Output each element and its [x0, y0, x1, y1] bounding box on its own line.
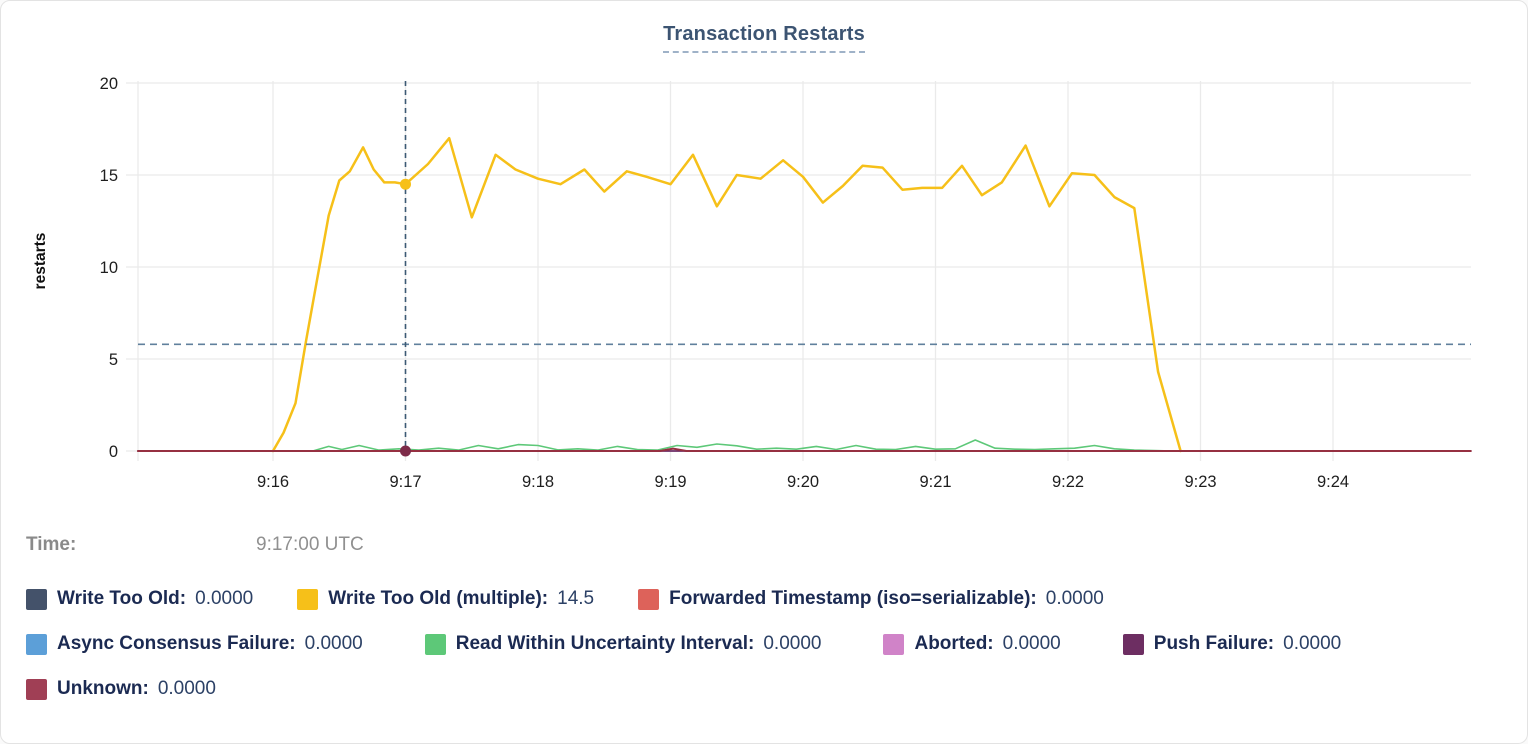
- legend-row: Write Too Old: 0.0000 Write Too Old (multi…: [26, 588, 1104, 610]
- legend-item-label: Unknown:: [57, 678, 149, 699]
- legend-item-value: 14.5: [557, 588, 595, 609]
- legend-swatch-icon: [883, 633, 905, 655]
- legend-item-value: 0.0000: [157, 678, 216, 699]
- chart-header: Transaction Restarts: [1, 23, 1527, 53]
- legend-item-value: 0.0000: [1283, 633, 1342, 654]
- legend-swatch-icon: [638, 588, 660, 610]
- y-tick-label: 10: [100, 259, 118, 277]
- legend-item[interactable]: Read Within Uncertainty Interval: 0.0000: [424, 633, 822, 655]
- y-tick-label: 0: [109, 443, 118, 461]
- series-line-unknown: [136, 447, 1472, 452]
- legend-item-value: 0.0000: [1045, 588, 1104, 609]
- hover-marker-dot: [400, 178, 411, 190]
- legend-item[interactable]: Write Too Old: 0.0000: [26, 588, 253, 610]
- legend-row: Async Consensus Failure: 0.0000 Read Withi…: [26, 633, 1341, 655]
- x-tick-label: 9:24: [1317, 473, 1349, 491]
- legend-item[interactable]: Unknown: 0.0000: [26, 678, 216, 700]
- series-line-read-within-uncertainty-interval: [311, 439, 1175, 452]
- legend-swatch-icon: [26, 633, 47, 655]
- legend-swatch-icon: [424, 633, 446, 655]
- series-line-write-too-old-multiple-: [271, 136, 1182, 453]
- x-tick-label: 9:20: [787, 473, 819, 491]
- legend-item-label: Async Consensus Failure:: [57, 633, 296, 654]
- legend-item-label: Forwarded Timestamp (iso=serializable):: [669, 588, 1037, 609]
- x-tick-label: 9:16: [257, 473, 289, 491]
- x-tick-label: 9:19: [654, 473, 686, 491]
- legend-swatch-icon: [297, 588, 319, 610]
- y-tick-label: 5: [109, 351, 118, 369]
- legend-item[interactable]: Async Consensus Failure: 0.0000: [26, 633, 363, 655]
- legend-item-value: 0.0000: [195, 588, 254, 609]
- legend-row: Unknown: 0.0000: [26, 678, 216, 700]
- x-tick-label: 9:21: [919, 473, 951, 491]
- legend-item-label: Push Failure:: [1153, 633, 1275, 654]
- legend-item-value: 0.0000: [304, 633, 363, 654]
- y-tick-label: 20: [100, 75, 118, 93]
- hover-marker-dot: [400, 445, 411, 457]
- y-tick-label: 15: [100, 167, 118, 185]
- legend-item-label: Write Too Old:: [57, 588, 187, 609]
- hover-time-row: Time: 9:17:00 UTC: [26, 534, 364, 556]
- legend-item-label: Aborted:: [914, 633, 994, 654]
- y-axis-title: restarts: [32, 233, 49, 290]
- chart-plot-area[interactable]: 0 5 10 15 20 9:16 9:17 9:18 9:19 9:20 9:21 9:22 9:23…: [1, 1, 1528, 516]
- legend-swatch-icon: [26, 678, 47, 700]
- legend-item[interactable]: Write Too Old (multiple): 14.5: [297, 588, 594, 610]
- hover-time-value: 9:17:00 UTC: [256, 534, 364, 555]
- hover-time-label: Time:: [26, 534, 77, 555]
- legend-swatch-icon: [1122, 633, 1144, 655]
- x-tick-label: 9:17: [389, 473, 421, 491]
- legend-item-label: Read Within Uncertainty Interval:: [455, 633, 755, 654]
- chart-title[interactable]: Transaction Restarts: [663, 23, 865, 53]
- legend-item-label: Write Too Old (multiple):: [328, 588, 549, 609]
- legend-item-value: 0.0000: [1002, 633, 1061, 654]
- legend-item[interactable]: Forwarded Timestamp (iso=serializable): 0…: [638, 588, 1104, 610]
- legend-item[interactable]: Push Failure: 0.0000: [1122, 633, 1342, 655]
- x-tick-label: 9:23: [1184, 473, 1216, 491]
- x-tick-label: 9:22: [1052, 473, 1084, 491]
- x-tick-label: 9:18: [522, 473, 554, 491]
- legend-item[interactable]: Aborted: 0.0000: [883, 633, 1061, 655]
- legend-swatch-icon: [26, 588, 47, 610]
- legend-item-value: 0.0000: [763, 633, 822, 654]
